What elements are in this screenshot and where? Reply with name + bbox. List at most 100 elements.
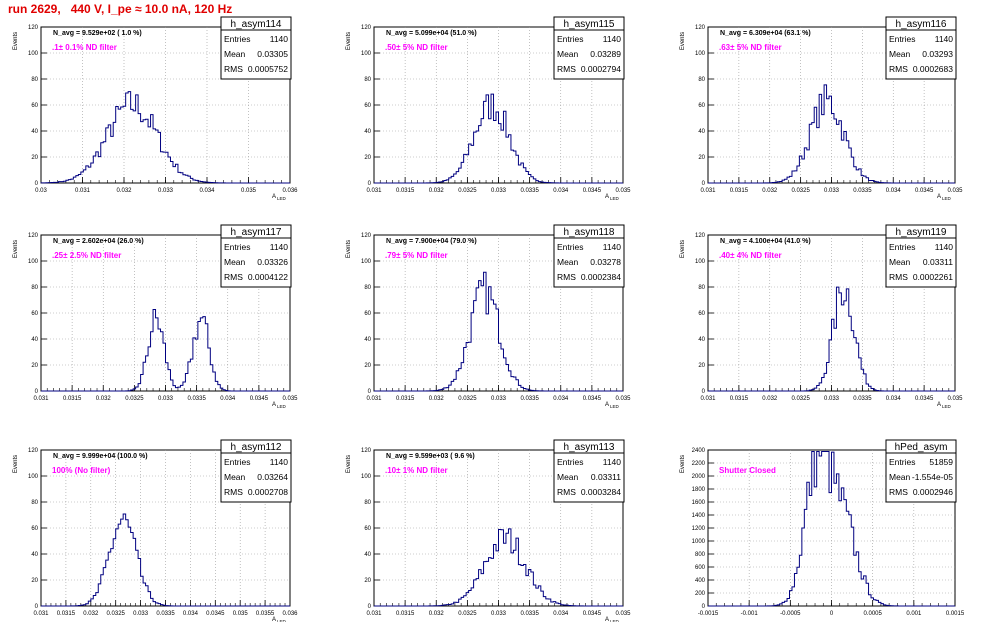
y-tick-label: 600 <box>695 565 706 571</box>
x-tick-label: 0.035 <box>615 188 631 194</box>
run-title: run 2629, 440 V, I_pe ≈ 10.0 nA, 120 Hz <box>8 2 233 16</box>
y-tick-label: 100 <box>695 51 706 57</box>
x-tick-label: 0.031 <box>366 611 382 617</box>
x-tick-label: 0.0335 <box>853 188 872 194</box>
histogram-line <box>708 286 955 392</box>
x-tick-label: 0.036 <box>282 188 298 194</box>
y-tick-label: 40 <box>364 552 371 558</box>
stats-mean-value: 0.03293 <box>922 49 953 59</box>
y-tick-label: 1000 <box>692 539 706 545</box>
x-tick-label: 0.0355 <box>256 611 275 617</box>
x-tick-label: 0.0325 <box>107 611 126 617</box>
histogram-panel-h_asym116: 0.031 0.0315 0.032 0.0325 0.033 0.0335 0.034 0.… <box>680 16 963 201</box>
y-tick-label: 20 <box>364 578 371 584</box>
y-tick-label: 20 <box>698 155 705 161</box>
x-tick-label: 0 <box>830 611 834 617</box>
y-tick-label: 1400 <box>692 513 706 519</box>
stats-box <box>553 16 625 80</box>
stats-rms-label: RMS <box>557 487 576 497</box>
x-tick-label: 0.034 <box>553 611 569 617</box>
x-tick-label: 0.034 <box>199 188 215 194</box>
navg-label: N_avg = 5.099e+04 (51.0 %) <box>386 30 477 37</box>
filter-label: .63± 5% ND filter <box>719 43 782 52</box>
stats-mean-value: 0.03305 <box>257 49 288 59</box>
x-tick-label: 0.033 <box>158 188 174 194</box>
x-axis-label: A <box>272 402 276 408</box>
y-tick-label: 120 <box>361 233 372 239</box>
y-tick-label: 120 <box>28 448 39 454</box>
histogram-panel-h_asym119: 0.031 0.0315 0.032 0.0325 0.033 0.0335 0.034 0.… <box>680 224 963 409</box>
stats-mean-value: 0.03278 <box>590 257 621 267</box>
x-tick-label: 0.0345 <box>583 611 602 617</box>
stats-rms-value: 0.0002794 <box>581 64 621 74</box>
histogram-panel-h_asym118: 0.031 0.0315 0.032 0.0325 0.033 0.0335 0.034 0.… <box>346 224 631 409</box>
y-tick-label: 120 <box>28 233 39 239</box>
x-tick-label: 0.0325 <box>791 396 810 402</box>
histogram-panel-hPed_asym: -0.0015 -0.001 -0.0005 0 0.0005 0.001 0.0015 0 2… <box>680 439 965 617</box>
stats-rms-value: 0.0002708 <box>248 487 288 497</box>
y-tick-label: 100 <box>28 259 39 265</box>
x-tick-label: 0.0335 <box>156 611 175 617</box>
x-tick-label: 0.035 <box>282 396 298 402</box>
y-tick-label: 80 <box>31 285 38 291</box>
x-tick-label: 0.031 <box>33 396 49 402</box>
navg-label: N_avg = 4.100e+04 (41.0 %) <box>720 238 811 245</box>
histogram-name: h_asym118 <box>564 227 615 238</box>
x-tick-label: 0.0345 <box>583 396 602 402</box>
y-tick-label: 80 <box>31 500 38 506</box>
x-tick-label: 0.034 <box>886 396 902 402</box>
y-tick-label: 60 <box>364 311 371 317</box>
stats-mean-label: Mean <box>557 257 579 267</box>
x-axis-label-sub: LED <box>610 196 620 201</box>
navg-label: N_avg = 9.599e+03 ( 9.6 %) <box>386 453 475 460</box>
histogram-panel-h_asym117: 0.031 0.0315 0.032 0.0325 0.033 0.0335 0.034 0.… <box>13 224 298 409</box>
x-axis-label: A <box>272 617 276 622</box>
x-tick-label: 0.0345 <box>206 611 225 617</box>
stats-rms-label: RMS <box>889 64 908 74</box>
x-tick-label: 0.033 <box>491 396 507 402</box>
histogram-name: h_asym119 <box>896 227 947 238</box>
y-tick-label: 0 <box>702 604 706 610</box>
stats-mean-label: Mean <box>224 49 246 59</box>
y-tick-label: 80 <box>698 285 705 291</box>
y-axis-label: Events <box>13 32 19 50</box>
y-tick-label: 60 <box>31 103 38 109</box>
y-tick-label: 60 <box>364 526 371 532</box>
x-tick-label: 0.035 <box>615 396 631 402</box>
stats-mean-value: 0.03264 <box>257 472 288 482</box>
y-tick-label: 40 <box>31 337 38 343</box>
histogram-name: h_asym114 <box>231 19 282 30</box>
y-axis-label: Events <box>13 240 19 258</box>
y-axis-label: Events <box>680 240 686 258</box>
stats-entries-value: 1140 <box>603 242 622 252</box>
y-tick-label: 0 <box>35 389 39 395</box>
x-tick-label: 0.033 <box>491 188 507 194</box>
y-tick-label: 0 <box>35 604 39 610</box>
histogram-line <box>374 528 623 607</box>
x-tick-label: -0.0005 <box>780 611 801 617</box>
filter-label: 100% (No filter) <box>52 466 111 475</box>
y-tick-label: 0 <box>368 389 372 395</box>
stats-mean-label: Mean <box>889 257 911 267</box>
y-tick-label: 2200 <box>692 461 706 467</box>
stats-mean-value: -1.554e-05 <box>912 472 953 482</box>
stats-entries-value: 1140 <box>935 34 954 44</box>
stats-mean-label: Mean <box>557 49 579 59</box>
x-axis-label-sub: LED <box>610 404 620 409</box>
x-tick-label: 0.032 <box>762 188 778 194</box>
stats-rms-value: 0.0005752 <box>248 64 288 74</box>
stats-rms-value: 0.0002946 <box>913 487 953 497</box>
filter-label: .50± 5% ND filter <box>385 43 448 52</box>
stats-rms-label: RMS <box>557 272 576 282</box>
histogram-name: h_asym113 <box>564 442 615 453</box>
x-tick-label: 0.0015 <box>946 611 965 617</box>
stats-entries-value: 1140 <box>603 34 622 44</box>
stats-box <box>220 16 292 80</box>
x-tick-label: 0.034 <box>220 396 236 402</box>
x-axis-label-sub: LED <box>277 196 287 201</box>
stats-rms-label: RMS <box>224 272 243 282</box>
y-axis-label: Events <box>680 32 686 50</box>
stats-entries-label: Entries <box>224 34 250 44</box>
stats-rms-label: RMS <box>224 64 243 74</box>
x-tick-label: 0.033 <box>491 611 507 617</box>
